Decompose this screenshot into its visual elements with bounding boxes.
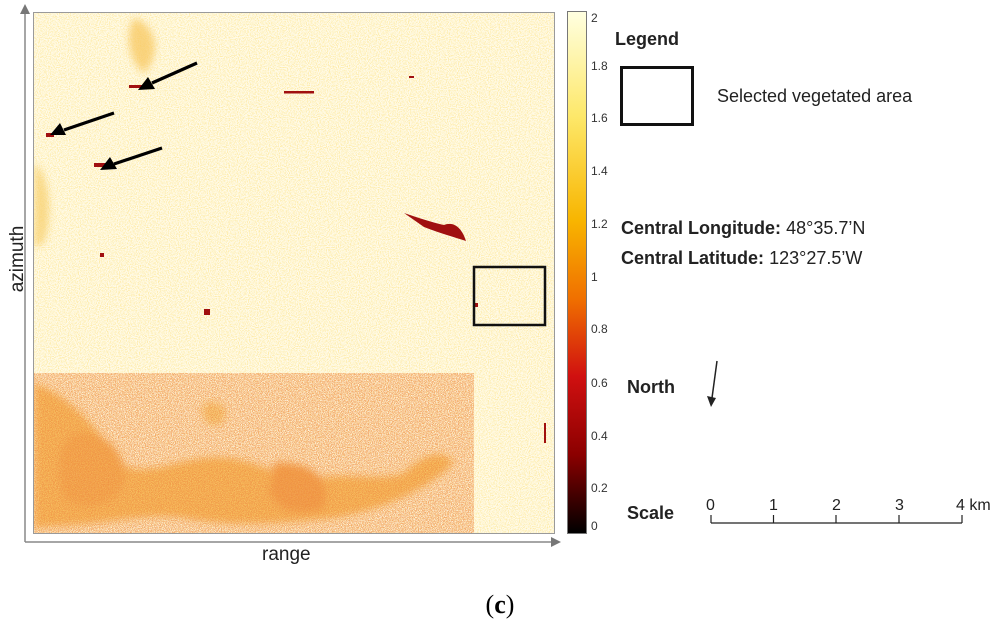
longitude-label: Central Longitude:	[621, 218, 781, 238]
scale-tick-label: 3	[895, 497, 904, 514]
colorbar-tick: 1.8	[591, 59, 608, 73]
north-label: North	[627, 377, 675, 397]
x-axis-label: range	[262, 544, 311, 565]
north-arrow-icon	[707, 360, 718, 407]
colorbar-tick: 1.2	[591, 217, 608, 231]
colorbar-tick: 0.2	[591, 481, 608, 495]
sar-image	[33, 12, 555, 534]
colorbar-tick: 2	[591, 11, 598, 25]
scale-tick-label: 4 km	[956, 497, 991, 514]
y-axis-label: azimuth	[7, 225, 28, 293]
annotation-arrows	[50, 61, 198, 170]
latitude-label: Central Latitude:	[621, 248, 765, 268]
scale-tick-label: 2	[832, 497, 841, 514]
colorbar-tick: 0.4	[591, 429, 608, 443]
latitude-value: 123°27.5’W	[769, 248, 863, 268]
scale-bar	[710, 515, 963, 524]
colorbar-tick: 0.6	[591, 376, 608, 390]
longitude-value: 48°35.7’N	[786, 218, 866, 238]
sar-image-canvas	[34, 13, 554, 533]
legend-title: Legend	[615, 29, 680, 49]
colorbar	[567, 11, 587, 534]
caption-close: )	[505, 590, 515, 619]
scale-tick-label: 1	[769, 497, 778, 514]
colorbar-tick: 1	[591, 270, 598, 284]
latitude-row: Central Latitude: 123°27.5’W	[621, 248, 862, 269]
scale-label: Scale	[627, 503, 675, 523]
colorbar-tick: 0.8	[591, 322, 608, 336]
longitude-row: Central Longitude: 48°35.7’N	[621, 218, 865, 239]
legend-box-icon	[620, 66, 694, 126]
caption-open: (	[485, 590, 495, 619]
figure-caption: (c)	[0, 590, 1000, 620]
selected-area-box	[472, 265, 547, 327]
scale-tick-label: 0	[706, 497, 715, 514]
legend-box-label: Selected vegetated area	[717, 86, 913, 106]
caption-letter: c	[494, 590, 506, 619]
colorbar-tick: 1.6	[591, 111, 608, 125]
colorbar-tick: 1.4	[591, 164, 608, 178]
colorbar-tick: 0	[591, 519, 598, 533]
